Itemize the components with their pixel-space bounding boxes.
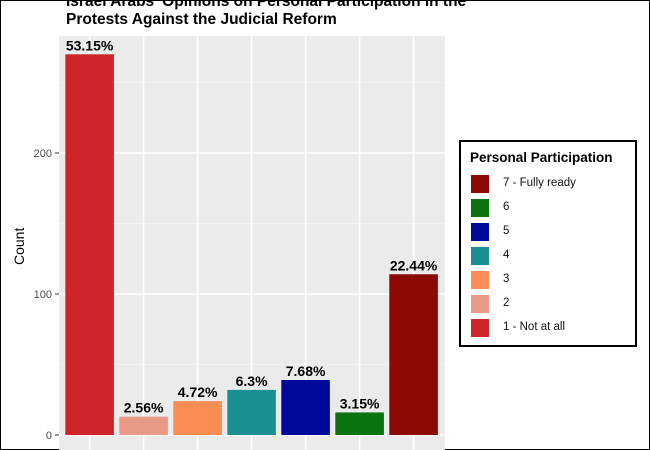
legend-swatch <box>470 174 490 194</box>
bar-2 <box>119 416 168 435</box>
legend-item: 5 <box>470 222 630 242</box>
bar-7 <box>389 274 438 435</box>
legend-item: 7 - Fully ready <box>470 174 630 194</box>
data-label-2: 2.56% <box>124 400 164 416</box>
chart-title: Israel Arabs' Opinions on Personal Parti… <box>66 0 586 29</box>
bar-1 <box>65 54 114 436</box>
legend-label: 1 - Not at all <box>503 321 565 333</box>
data-label-3: 4.72% <box>178 384 218 400</box>
legend-item: 4 <box>470 246 630 266</box>
data-label-7: 22.44% <box>390 257 438 273</box>
legend-label: 7 - Fully ready <box>503 177 576 189</box>
bar-3 <box>173 401 222 435</box>
legend-item: 1 - Not at all <box>470 318 630 338</box>
legend-label: 5 <box>503 225 510 237</box>
legend-label: 2 <box>503 297 510 309</box>
data-label-4: 6.3% <box>236 373 268 389</box>
y-tick-label: 200 <box>34 148 52 160</box>
bar-6 <box>335 412 384 435</box>
legend-swatch <box>470 270 490 290</box>
legend-swatch <box>470 198 490 218</box>
legend: Personal Participation 7 - Fully ready 6 5… <box>459 140 637 347</box>
legend-label: 6 <box>503 201 510 213</box>
legend-swatch <box>470 246 490 266</box>
legend-title: Personal Participation <box>470 150 613 165</box>
y-tick-label: 100 <box>34 289 52 301</box>
legend-swatch <box>470 318 490 338</box>
bar-4 <box>227 389 276 435</box>
y-tick-label: 0 <box>46 430 52 442</box>
legend-label: 4 <box>503 249 510 261</box>
legend-swatch <box>470 222 490 242</box>
legend-item: 6 <box>470 198 630 218</box>
legend-item: 2 <box>470 294 630 314</box>
data-label-5: 7.68% <box>286 363 326 379</box>
legend-item: 3 <box>470 270 630 290</box>
data-label-6: 3.15% <box>340 395 380 411</box>
legend-label: 3 <box>503 273 510 285</box>
legend-swatch <box>470 294 490 314</box>
chart-title-line-1: Israel Arabs' Opinions on Personal Parti… <box>66 0 467 10</box>
chart-title-line-2: Protests Against the Judicial Reform <box>66 11 337 28</box>
bar-5 <box>281 380 330 435</box>
data-label-1: 53.15% <box>66 37 114 53</box>
